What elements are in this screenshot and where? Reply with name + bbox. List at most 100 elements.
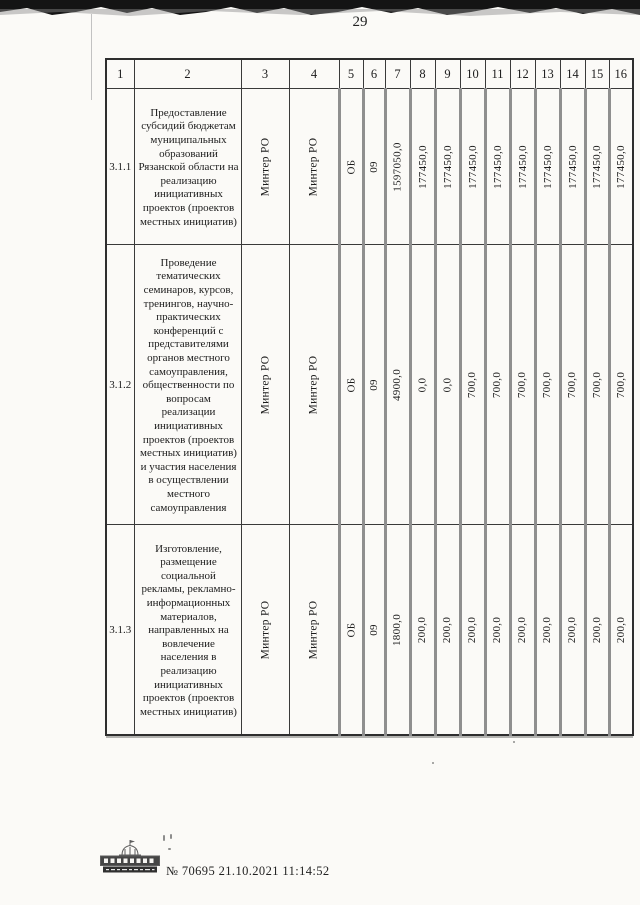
page-number: 29 (352, 14, 368, 30)
executor-cell: Минтер РО (288, 244, 340, 525)
activity-cell: Проведение тематических семинаров, курсо… (133, 244, 242, 525)
value-text: 200,0 (566, 616, 579, 643)
header-cell: 10 (459, 58, 486, 89)
value-cell: 200,0 (583, 524, 610, 736)
value-text: 0,0 (441, 377, 454, 392)
executor-cell: Минтер РО (288, 88, 340, 245)
header-cell: 12 (509, 58, 536, 89)
header-cell: 3 (240, 58, 290, 89)
value-cell: 0,0 (408, 244, 436, 525)
value-cell: 177450,0 (508, 88, 536, 245)
value-cell: 200,0 (458, 524, 486, 736)
value-cell: 700,0 (558, 244, 586, 525)
value-text: 200,0 (441, 616, 454, 643)
value-text: 200,0 (591, 616, 603, 643)
value-text: 177450,0 (566, 144, 579, 189)
value-cell: 700,0 (607, 244, 634, 525)
executor-cell: Минтер РО (288, 524, 340, 736)
activity-text: Предоставление субсидий бюджетам муницип… (138, 106, 239, 228)
value-cell: 700,0 (458, 244, 486, 525)
header-cell: 5 (338, 58, 364, 89)
value-cell: 700,0 (533, 244, 561, 525)
value-cell: 200,0 (408, 524, 436, 736)
value-text: 0,0 (416, 377, 429, 392)
executor-text: Минтер РО (307, 137, 320, 196)
header-cell: 2 (133, 58, 242, 89)
activity-cell: Изготовление, размещение социальной рекл… (133, 524, 242, 736)
header-cell: 14 (559, 58, 586, 89)
scan-artifact-top-smudge (0, 9, 640, 16)
value-text: 700,0 (541, 371, 554, 398)
value-text: 1597050,0 (391, 141, 404, 192)
source-cell: ОБ (337, 244, 364, 525)
header-row: 1 2 3 4 5 6 7 8 9 10 11 12 13 14 15 16 (105, 58, 634, 89)
header-cell: 6 (362, 58, 386, 89)
header-cell: 13 (534, 58, 561, 89)
value-text: 4900,0 (391, 368, 404, 401)
value-cell: 200,0 (508, 524, 536, 736)
row-id-cell: 3.1.3 (105, 524, 135, 736)
source-cell: ОБ (337, 88, 364, 245)
executor-text: Минтер РО (307, 355, 320, 414)
executor-cell: Минтер РО (240, 524, 290, 736)
value-cell: 700,0 (583, 244, 610, 525)
value-cell: 177450,0 (483, 88, 511, 245)
value-text: 177450,0 (516, 144, 529, 189)
registration-stamp-text: № 70695 21.10.2021 11:14:52 (166, 864, 330, 878)
value-text: 177450,0 (466, 144, 479, 189)
value-cell: 200,0 (607, 524, 634, 736)
value-text: 700,0 (615, 371, 628, 398)
value-cell: 177450,0 (433, 88, 461, 245)
value-text: 1800,0 (391, 613, 404, 646)
value-cell: 200,0 (433, 524, 461, 736)
executor-text: Минтер РО (259, 600, 271, 659)
value-cell: 4900,0 (383, 244, 411, 525)
value-cell: 700,0 (508, 244, 536, 525)
value-cell: 177450,0 (558, 88, 586, 245)
code-text: 09 (367, 378, 380, 391)
value-text: 200,0 (516, 616, 529, 643)
executor-text: Минтер РО (259, 137, 271, 196)
value-text: 200,0 (416, 616, 429, 643)
header-cell: 16 (608, 58, 634, 89)
row-id-cell: 3.1.2 (105, 244, 135, 525)
code-cell: 09 (361, 244, 386, 525)
value-text: 200,0 (541, 616, 554, 643)
table-row-3-1-2: 3.1.2 Проведение тематических семинаров,… (105, 244, 634, 525)
value-text: 177450,0 (615, 144, 628, 189)
code-text: 09 (367, 160, 380, 173)
header-cell: 1 (105, 58, 135, 89)
value-text: 700,0 (566, 371, 579, 398)
scan-speck (513, 741, 515, 743)
value-text: 177450,0 (491, 144, 504, 189)
code-cell: 09 (361, 524, 386, 736)
executor-cell: Минтер РО (240, 88, 290, 245)
value-text: 200,0 (466, 616, 479, 643)
value-cell: 0,0 (433, 244, 461, 525)
scan-artifact-fold-line (91, 14, 92, 100)
value-text: 200,0 (615, 616, 628, 643)
scan-speck (170, 834, 172, 839)
scan-speck (168, 848, 171, 850)
executor-text: Минтер РО (307, 600, 320, 659)
value-text: 700,0 (466, 371, 479, 398)
activity-cell: Предоставление субсидий бюджетам муницип… (133, 88, 242, 245)
value-cell: 200,0 (533, 524, 561, 736)
executor-cell: Минтер РО (240, 244, 290, 525)
header-cell: 7 (384, 58, 411, 89)
value-text: 177450,0 (591, 144, 603, 189)
value-cell: 1597050,0 (383, 88, 411, 245)
code-cell: 09 (361, 88, 386, 245)
code-text: 09 (367, 623, 380, 636)
value-text: 177450,0 (541, 144, 554, 189)
budget-table: 1 2 3 4 5 6 7 8 9 10 11 12 13 14 15 16 3… (105, 58, 634, 736)
header-cell: 4 (288, 58, 340, 89)
value-cell: 700,0 (483, 244, 511, 525)
value-cell: 177450,0 (408, 88, 436, 245)
source-text: ОБ (345, 622, 357, 637)
row-id-cell: 3.1.1 (105, 88, 135, 245)
value-cell: 200,0 (483, 524, 511, 736)
source-text: ОБ (345, 159, 357, 174)
value-cell: 177450,0 (607, 88, 634, 245)
